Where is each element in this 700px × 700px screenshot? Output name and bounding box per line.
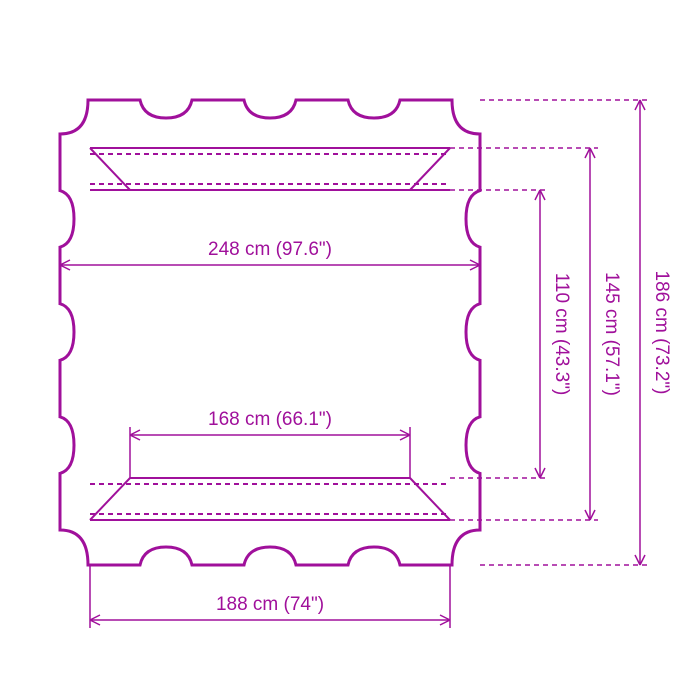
dim-188: 188 cm (74") [216, 594, 324, 615]
dim-110: 110 cm (43.3") [551, 273, 572, 396]
dim-248: 248 cm (97.6") [208, 239, 332, 260]
dimension-diagram: 248 cm (97.6") 168 cm (66.1") 188 cm (74")… [0, 0, 700, 700]
dim-168: 168 cm (66.1") [208, 409, 332, 430]
dim-145: 145 cm (57.1") [601, 272, 622, 396]
dim-186: 186 cm (73.2") [651, 271, 672, 395]
canopy-outline [60, 100, 480, 565]
